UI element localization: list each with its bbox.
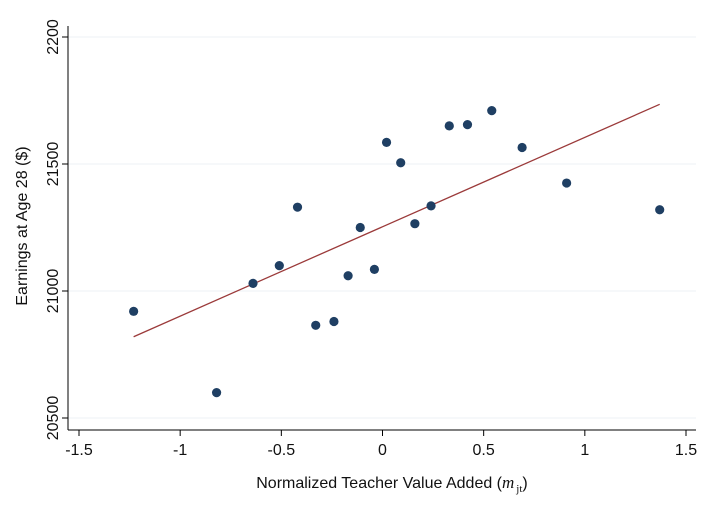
y-tick-label: 21500 <box>45 142 62 187</box>
fit-line <box>133 103 660 338</box>
x-axis-title-suffix: ) <box>522 475 527 492</box>
data-point <box>292 202 303 212</box>
data-point <box>444 121 454 131</box>
gridlines <box>68 36 696 419</box>
x-axis-ticks: -1.5 -1 -0.5 0 0.5 1 1.5 <box>65 430 697 459</box>
data-point <box>129 306 139 316</box>
x-axis-title-variable: m <box>502 473 514 492</box>
x-axis-title: Normalized Teacher Value Added (m jt) <box>256 473 528 495</box>
y-axis-title: Earnings at Age 28 ($) <box>14 146 31 305</box>
data-point <box>355 222 365 233</box>
y-tick-label: 21000 <box>45 269 62 314</box>
x-tick-label: 1 <box>580 442 589 459</box>
data-point <box>655 205 665 215</box>
x-tick-label: -0.5 <box>268 442 296 459</box>
y-tick-label: 20500 <box>45 396 62 441</box>
data-point <box>487 106 497 116</box>
x-tick-label: 0.5 <box>473 442 495 459</box>
data-point <box>311 320 321 330</box>
data-point <box>329 316 339 327</box>
data-point <box>410 219 420 229</box>
x-tick-label: -1.5 <box>65 442 93 459</box>
data-point <box>462 120 473 130</box>
x-tick-label: -1 <box>173 442 187 459</box>
x-axis-title-subscript: jt <box>515 483 522 495</box>
data-point <box>274 261 284 271</box>
data-point <box>426 201 436 211</box>
x-tick-label: 0 <box>378 442 387 459</box>
y-axis-ticks: 20500 21000 21500 2200 <box>45 19 68 440</box>
data-point <box>211 388 222 398</box>
data-point <box>369 264 380 275</box>
x-tick-label: 1.5 <box>675 442 697 459</box>
data-point <box>343 271 353 281</box>
data-point <box>517 142 527 153</box>
data-point <box>396 158 406 168</box>
y-tick-label: 2200 <box>45 19 62 55</box>
data-point <box>381 137 392 148</box>
x-axis-title-prefix: Normalized Teacher Value Added ( <box>256 475 502 492</box>
data-point <box>562 178 572 188</box>
data-points <box>129 106 665 398</box>
data-point <box>248 278 258 288</box>
